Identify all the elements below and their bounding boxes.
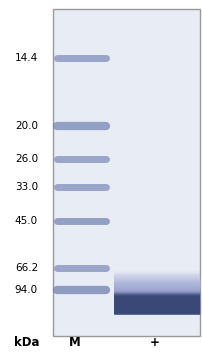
Bar (53, 9, 199, 336)
Text: M: M (69, 336, 81, 348)
Text: 66.2: 66.2 (15, 263, 38, 273)
Text: 45.0: 45.0 (15, 216, 38, 226)
Text: 33.0: 33.0 (15, 182, 38, 192)
Text: 14.4: 14.4 (15, 53, 38, 63)
Text: 26.0: 26.0 (15, 154, 38, 164)
Text: +: + (149, 336, 158, 348)
Text: 20.0: 20.0 (15, 121, 38, 131)
Text: kDa: kDa (14, 336, 39, 348)
Text: 94.0: 94.0 (15, 285, 38, 295)
